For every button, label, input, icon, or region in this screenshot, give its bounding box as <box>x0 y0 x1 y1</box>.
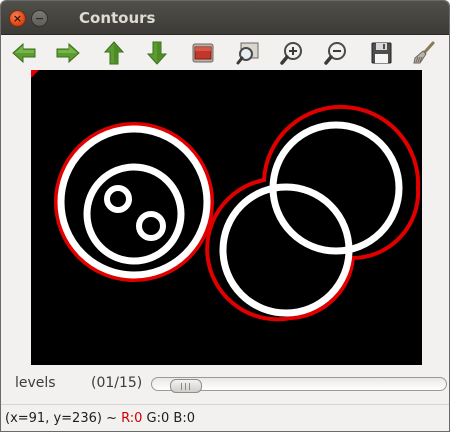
contour-canvas <box>31 70 421 322</box>
levels-slider[interactable] <box>151 377 447 393</box>
grip-line <box>185 383 186 390</box>
zoom-out-icon <box>324 42 346 65</box>
zoom-out-button[interactable] <box>321 38 351 68</box>
status-bar: (x=91, y=236) ~ R:0 G:0 B:0 <box>1 404 449 431</box>
small-eye-right-shape <box>136 211 166 241</box>
properties-button[interactable] <box>409 38 439 68</box>
arrow-right-icon <box>56 42 80 64</box>
title-bar[interactable]: × − Contours <box>1 1 449 35</box>
minimize-icon: − <box>34 12 45 25</box>
grip-line <box>181 383 182 390</box>
arrow-left-icon <box>12 42 36 64</box>
pan-right-button[interactable] <box>53 38 83 68</box>
grip-line <box>189 383 190 390</box>
minimize-button[interactable]: − <box>31 10 48 27</box>
merged-contour <box>205 104 421 322</box>
properties-brush-icon <box>413 41 435 64</box>
zoom-region-button[interactable] <box>233 38 263 68</box>
pan-left-button[interactable] <box>9 38 39 68</box>
pan-down-button[interactable] <box>142 38 172 68</box>
status-red: R:0 <box>121 411 143 426</box>
status-blue: B:0 <box>173 411 195 426</box>
levels-row: levels (01/15) <box>1 371 449 399</box>
corner-marker <box>31 70 39 78</box>
close-icon: × <box>12 12 23 25</box>
zoom-fit-button[interactable] <box>188 38 218 68</box>
arrow-down-icon <box>146 41 168 65</box>
image-view[interactable] <box>31 70 422 365</box>
fit-window-icon <box>192 43 214 63</box>
zoom-in-icon <box>280 42 302 65</box>
status-green: G:0 <box>146 411 170 426</box>
zoom-region-icon <box>236 42 259 65</box>
small-eye-left-shape <box>104 185 132 213</box>
save-icon <box>371 42 392 64</box>
arrow-up-icon <box>103 41 125 65</box>
levels-value: (01/15) <box>91 375 143 391</box>
zoom-in-button[interactable] <box>277 38 307 68</box>
outer-ring-shape <box>57 125 211 279</box>
inner-ring-shape <box>83 163 185 265</box>
status-coords: (x=91, y=236) ~ <box>5 411 117 426</box>
lower-ring-shape <box>219 183 353 317</box>
outer-contour <box>54 122 214 282</box>
levels-label: levels <box>15 375 56 391</box>
levels-slider-handle[interactable] <box>170 379 202 393</box>
window-title: Contours <box>79 9 156 27</box>
save-button[interactable] <box>366 38 396 68</box>
toolbar <box>1 36 449 70</box>
pan-up-button[interactable] <box>99 38 129 68</box>
close-button[interactable]: × <box>9 10 26 27</box>
